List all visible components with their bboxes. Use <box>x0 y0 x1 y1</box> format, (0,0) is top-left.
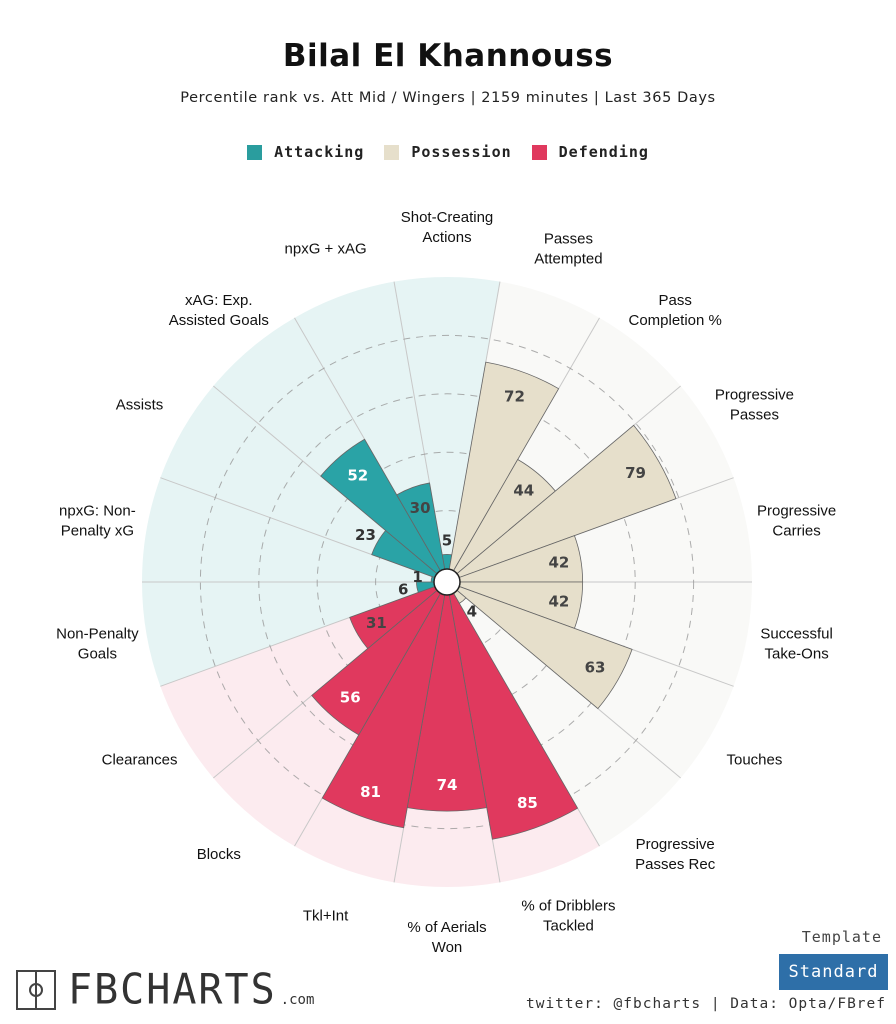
value-label-clearances: 31 <box>366 614 387 632</box>
legend-label-possession: Possession <box>411 143 512 161</box>
data-credit: twitter: @fbcharts | Data: Opta/FBref <box>525 996 886 1012</box>
template-badge: Standard <box>779 954 888 990</box>
legend-swatch-possession <box>384 144 400 160</box>
chart-title: Bilal El Khannouss <box>282 38 614 74</box>
category-label-non-penalty-goals: Non-Penalty Goals <box>56 626 139 663</box>
category-label-tkl-int: Tkl+Int <box>303 908 349 925</box>
center-circle <box>433 568 461 596</box>
value-labels: 5 72 44 79 42 42 63 4 85 74 81 56 31 61 23 52 30 <box>340 388 646 812</box>
category-label-clearances: Clearances <box>102 752 178 769</box>
legend-label-attacking: Attacking <box>274 143 365 161</box>
value-label-xag-exp-assisted-goals: 52 <box>347 467 368 485</box>
value-label-progressive-passes: 79 <box>625 464 646 482</box>
bg-wedge-progressive-passes-rec <box>453 590 681 847</box>
value-label-of-aerials-won: 74 <box>437 776 458 794</box>
legend-swatch-defending <box>531 144 547 160</box>
value-label-npxg-xag: 30 <box>410 499 431 517</box>
category-label-xag-exp-assisted-goals: xAG: Exp. Assisted Goals <box>169 292 269 329</box>
category-label-progressive-passes: Progressive Passes <box>715 387 794 424</box>
value-label-progressive-passes-rec: 4 <box>467 603 477 621</box>
chart-subtitle: Percentile rank vs. Att Mid / Wingers | … <box>180 90 716 106</box>
value-label-assists: 23 <box>355 526 376 544</box>
category-label-npxg-xag: npxG + xAG <box>285 240 367 257</box>
legend-item-attacking: Attacking <box>247 143 364 161</box>
category-label-progressive-passes-rec: Progressive Passes Rec <box>635 836 716 873</box>
bg-wedge-assists <box>160 385 438 578</box>
category-labels: Shot-Creating Actions Passes Attempted Pass C… <box>56 209 836 956</box>
bg-wedge-non-penalty-goals <box>142 582 435 687</box>
value-label-shot-creating-actions: 5 <box>442 531 452 549</box>
legend-swatch-attacking <box>247 144 263 160</box>
bg-wedge-npxg-non-penalty-xg <box>142 477 435 582</box>
value-label-successful-take-ons: 42 <box>548 593 569 611</box>
value-label-passes-attempted: 72 <box>504 388 525 406</box>
value-label-of-dribblers-tackled: 85 <box>517 794 538 812</box>
category-label-blocks: Blocks <box>197 846 241 863</box>
category-label-shot-creating-actions: Shot-Creating Actions <box>401 209 494 246</box>
category-label-of-aerials-won: % of Aerials Won <box>407 919 486 956</box>
logo-domain: .com <box>280 992 315 1008</box>
category-label-successful-take-ons: Successful Take-Ons <box>760 626 833 663</box>
grid-ring-60 <box>258 393 636 771</box>
category-label-touches: Touches <box>727 752 783 769</box>
category-label-passes-attempted: Passes Attempted <box>534 230 602 267</box>
value-bars <box>311 361 677 840</box>
value-label-tkl-int: 81 <box>360 783 381 801</box>
bg-wedge-shot-creating-actions <box>394 277 500 570</box>
value-label-progressive-carries: 42 <box>548 553 569 571</box>
template-label: Template <box>801 928 882 946</box>
logo-text: FBCHARTS <box>68 965 277 1015</box>
category-label-progressive-carries: Progressive Carries <box>757 502 836 539</box>
value-label-touches: 63 <box>585 658 606 676</box>
value-label-pass-completion: 44 <box>513 481 534 499</box>
legend: Attacking Possession Defending <box>0 143 896 161</box>
legend-item-defending: Defending <box>531 143 649 161</box>
pitch-icon <box>16 970 56 1010</box>
category-label-assists: Assists <box>116 397 164 414</box>
category-label-of-dribblers-tackled: % of Dribblers Tackled <box>521 898 615 935</box>
fbcharts-logo: FBCHARTS .com <box>16 965 315 1015</box>
legend-label-defending: Defending <box>558 143 649 161</box>
category-label-npxg-non-penalty-xg: npxG: Non-Penalty xG <box>59 502 136 539</box>
value-label-non-penalty-goals: 6 <box>398 581 408 599</box>
grid-ring-80 <box>199 334 695 830</box>
category-label-pass-completion: Pass Completion % <box>628 292 721 329</box>
value-label-npxg-non-penalty-xg: 1 <box>412 568 422 586</box>
value-label-blocks: 56 <box>340 688 361 706</box>
legend-item-possession: Possession <box>384 143 511 161</box>
